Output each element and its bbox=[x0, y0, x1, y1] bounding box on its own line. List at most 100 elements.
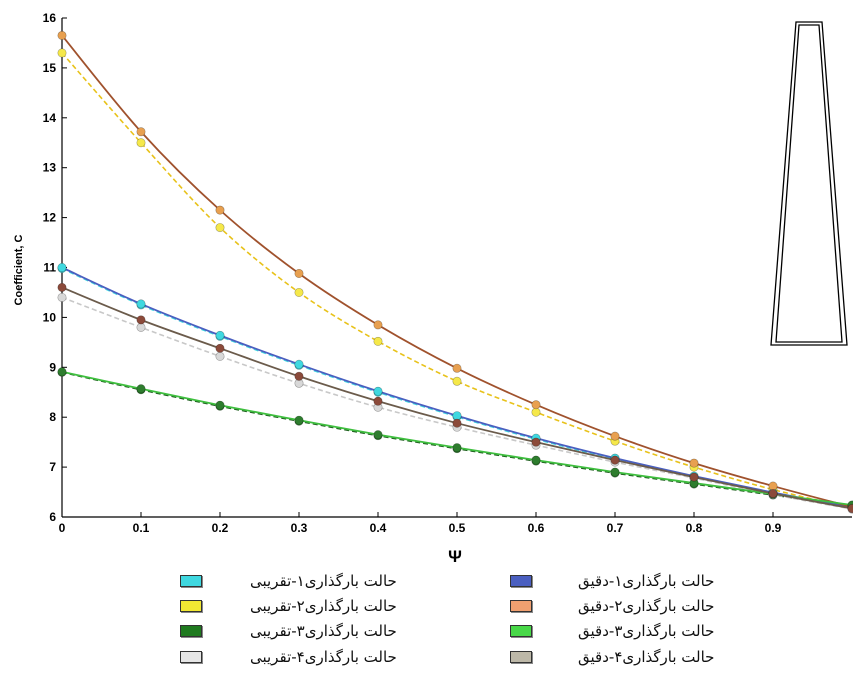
y-tick-label: 14 bbox=[43, 111, 57, 125]
data-point bbox=[373, 320, 383, 330]
y-tick-label: 16 bbox=[43, 11, 57, 25]
legend-item: حالت بارگذاری۴-تقریبی bbox=[180, 646, 397, 668]
data-point bbox=[689, 472, 699, 482]
legend-swatch bbox=[510, 575, 532, 587]
y-tick-label: 12 bbox=[43, 211, 57, 225]
data-point bbox=[452, 418, 462, 428]
legend-label: حالت بارگذاری۲-دقیق bbox=[578, 597, 715, 615]
data-point bbox=[452, 363, 462, 373]
data-point bbox=[610, 455, 620, 465]
legend-swatch bbox=[180, 600, 202, 612]
data-point bbox=[610, 431, 620, 441]
series-line bbox=[61, 267, 853, 509]
data-point bbox=[294, 371, 304, 381]
data-point bbox=[452, 411, 462, 421]
data-point bbox=[215, 343, 225, 353]
legend-swatch bbox=[510, 651, 532, 663]
x-tick-label: 0.3 bbox=[291, 521, 308, 535]
series-layer bbox=[57, 30, 853, 514]
legend-swatch bbox=[180, 575, 202, 587]
data-point bbox=[136, 299, 146, 309]
data-point bbox=[57, 262, 67, 272]
data-point bbox=[136, 138, 146, 148]
data-point bbox=[215, 351, 225, 361]
y-tick-label: 7 bbox=[49, 460, 56, 474]
legend-swatch bbox=[510, 625, 532, 637]
legend-item: حالت بارگذاری۳-دقیق bbox=[510, 620, 714, 642]
data-point bbox=[136, 322, 146, 332]
x-tick-label: 0.5 bbox=[449, 521, 466, 535]
data-point bbox=[294, 268, 304, 278]
legend-label: حالت بارگذاری۴-دقیق bbox=[578, 648, 715, 666]
series-line bbox=[61, 34, 853, 508]
x-tick-label: 0.7 bbox=[607, 521, 624, 535]
data-point bbox=[768, 481, 778, 491]
x-tick-label: 0.9 bbox=[765, 521, 782, 535]
data-point bbox=[452, 443, 462, 453]
y-tick-label: 9 bbox=[49, 360, 56, 374]
data-point bbox=[373, 386, 383, 396]
x-tick-label: 0.4 bbox=[370, 521, 387, 535]
legend-item: حالت بارگذاری۱-تقریبی bbox=[180, 570, 397, 592]
legend-label: حالت بارگذاری۱-دقیق bbox=[578, 572, 715, 590]
data-point bbox=[531, 407, 541, 417]
data-point bbox=[610, 467, 620, 477]
legend-swatch bbox=[510, 600, 532, 612]
series-line bbox=[61, 52, 853, 509]
data-point bbox=[452, 376, 462, 386]
data-point bbox=[57, 48, 67, 58]
data-point bbox=[215, 205, 225, 215]
data-point bbox=[294, 359, 304, 369]
legend: حالت بارگذاری۱-تقریبی حالت بارگذاری۲-تقر… bbox=[180, 568, 800, 672]
legend-item: حالت بارگذاری۲-تقریبی bbox=[180, 595, 397, 617]
legend-label: حالت بارگذاری۱-تقریبی bbox=[250, 572, 397, 590]
data-point bbox=[531, 455, 541, 465]
x-tick-label: 0.8 bbox=[686, 521, 703, 535]
x-axis: 0 0.1 0.2 0.3 0.4 0.5 0.6 0.7 0.8 0.9 bbox=[59, 512, 782, 535]
legend-item: حالت بارگذاری۲-دقیق bbox=[510, 595, 714, 617]
legend-item: حالت بارگذاری۴-دقیق bbox=[510, 646, 714, 668]
y-tick-label: 11 bbox=[43, 261, 56, 275]
legend-label: حالت بارگذاری۲-تقریبی bbox=[250, 597, 397, 615]
chart: 0 0.1 0.2 0.3 0.4 0.5 0.6 0.7 0.8 0.9 6 7 8 9 10 11 12 1… bbox=[13, 11, 853, 566]
y-axis: 6 7 8 9 10 11 12 13 14 15 16 bbox=[43, 11, 67, 524]
y-tick-label: 6 bbox=[49, 510, 56, 524]
legend-label: حالت بارگذاری۳-دقیق bbox=[578, 622, 715, 640]
x-axis-title: Ψ bbox=[448, 547, 462, 566]
y-tick-label: 13 bbox=[43, 161, 57, 175]
data-point bbox=[215, 330, 225, 340]
data-point bbox=[57, 282, 67, 292]
data-point bbox=[294, 415, 304, 425]
y-tick-label: 8 bbox=[49, 410, 56, 424]
data-point bbox=[373, 430, 383, 440]
plot-area bbox=[61, 18, 852, 518]
data-point bbox=[136, 315, 146, 325]
data-point bbox=[136, 384, 146, 394]
series-line bbox=[61, 296, 853, 510]
legend-label: حالت بارگذاری۳-تقریبی bbox=[250, 622, 397, 640]
legend-label: حالت بارگذاری۴-تقریبی bbox=[250, 648, 397, 666]
data-point bbox=[136, 127, 146, 137]
y-tick-label: 15 bbox=[43, 61, 57, 75]
data-point bbox=[768, 489, 778, 499]
x-tick-label: 0.6 bbox=[528, 521, 545, 535]
x-tick-label: 0.1 bbox=[133, 521, 150, 535]
data-point bbox=[57, 292, 67, 302]
data-point bbox=[57, 367, 67, 377]
data-point bbox=[294, 287, 304, 297]
legend-item: حالت بارگذاری۱-دقیق bbox=[510, 570, 714, 592]
data-point bbox=[847, 504, 853, 514]
data-point bbox=[215, 400, 225, 410]
x-tick-label: 0 bbox=[59, 521, 66, 535]
data-point bbox=[373, 396, 383, 406]
series-line bbox=[61, 266, 853, 509]
tapered-tower-icon bbox=[770, 21, 848, 346]
data-point bbox=[531, 437, 541, 447]
legend-swatch bbox=[180, 625, 202, 637]
y-axis-title: Coefficient, C bbox=[13, 235, 25, 306]
legend-swatch bbox=[180, 651, 202, 663]
data-point bbox=[531, 400, 541, 410]
x-tick-label: 0.2 bbox=[212, 521, 229, 535]
data-point bbox=[689, 458, 699, 468]
data-point bbox=[215, 223, 225, 233]
